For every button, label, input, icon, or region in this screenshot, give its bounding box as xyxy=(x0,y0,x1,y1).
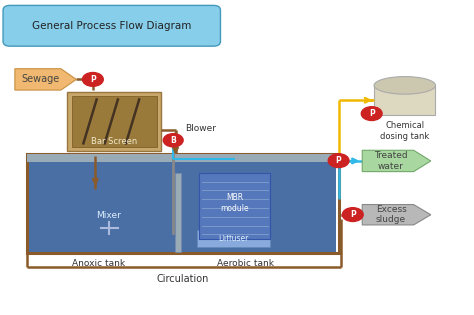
FancyBboxPatch shape xyxy=(27,154,338,253)
Polygon shape xyxy=(362,204,431,225)
Text: Circulation: Circulation xyxy=(156,274,209,284)
Text: P: P xyxy=(350,210,356,219)
FancyBboxPatch shape xyxy=(374,85,436,115)
FancyBboxPatch shape xyxy=(72,96,156,146)
FancyBboxPatch shape xyxy=(27,154,338,162)
Text: Aerobic tank: Aerobic tank xyxy=(217,259,273,268)
Ellipse shape xyxy=(374,77,436,94)
FancyBboxPatch shape xyxy=(199,173,270,239)
Circle shape xyxy=(342,208,363,221)
FancyBboxPatch shape xyxy=(197,230,270,247)
Text: Anoxic tank: Anoxic tank xyxy=(72,259,125,268)
Text: Sewage: Sewage xyxy=(21,74,60,84)
Text: P: P xyxy=(336,156,341,165)
Text: MBR
module: MBR module xyxy=(220,193,249,213)
FancyBboxPatch shape xyxy=(29,162,336,252)
Circle shape xyxy=(163,134,183,147)
Text: Bar Screen: Bar Screen xyxy=(91,137,137,146)
FancyBboxPatch shape xyxy=(3,5,220,46)
Text: Diffuser: Diffuser xyxy=(218,234,249,243)
Polygon shape xyxy=(15,69,76,90)
Text: Treated
water: Treated water xyxy=(374,151,408,171)
Circle shape xyxy=(82,72,103,86)
Circle shape xyxy=(328,154,349,168)
Text: Blower: Blower xyxy=(185,124,216,133)
Text: P: P xyxy=(369,109,374,118)
Text: Mixer: Mixer xyxy=(97,211,121,220)
Circle shape xyxy=(361,107,382,121)
FancyBboxPatch shape xyxy=(175,173,182,252)
Text: Chemical
dosing tank: Chemical dosing tank xyxy=(380,122,429,141)
Text: P: P xyxy=(90,75,96,84)
Text: Excess
sludge: Excess sludge xyxy=(376,205,406,224)
Text: B: B xyxy=(170,136,176,145)
FancyBboxPatch shape xyxy=(67,92,161,151)
Polygon shape xyxy=(362,150,431,172)
Text: General Process Flow Diagram: General Process Flow Diagram xyxy=(32,21,191,31)
